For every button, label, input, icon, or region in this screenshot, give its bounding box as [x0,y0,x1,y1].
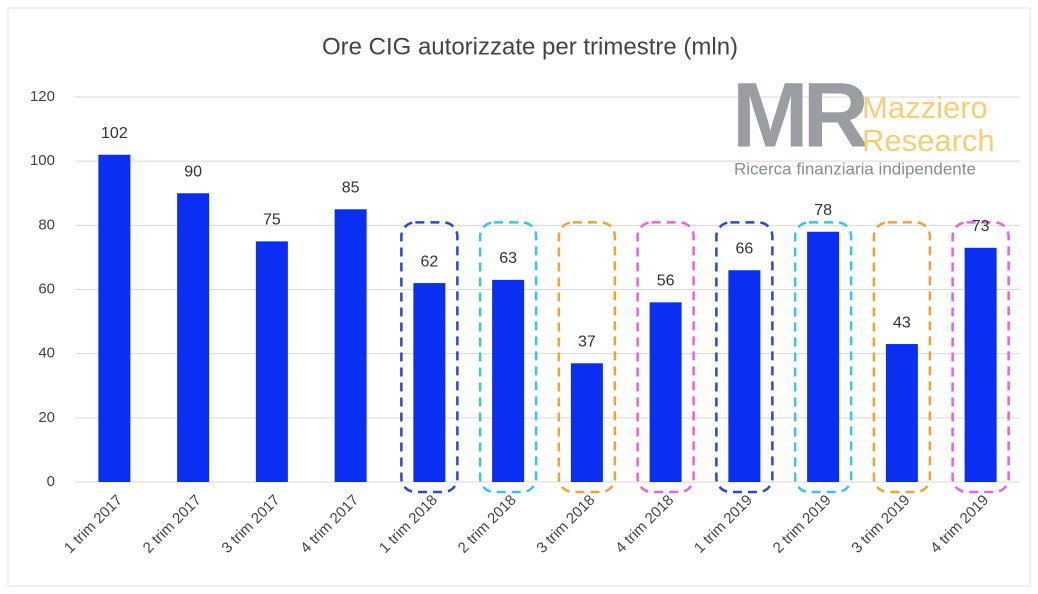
logo-name: Research [862,123,995,158]
y-tick-label: 100 [30,152,55,169]
logo-name: Mazziero [862,90,988,125]
highlight-box [557,221,617,494]
bar [492,279,525,482]
y-tick-label: 0 [47,473,55,490]
value-label: 85 [342,180,360,197]
highlight-box [715,221,774,494]
bar [885,344,918,482]
logo: MR Mazziero Research Ricerca finanziaria… [732,64,995,178]
bar [570,363,603,482]
highlight-box [636,221,695,494]
bar [413,283,446,482]
value-label: 66 [735,240,753,257]
chart-title: Ore CIG autorizzate per trimestre (mln) [322,33,738,60]
bar [255,241,288,482]
highlight-box [478,221,538,494]
value-label: 90 [184,163,202,180]
y-tick-label: 120 [30,88,55,105]
y-tick-label: 40 [38,345,55,362]
value-label: 63 [499,250,517,267]
bar [964,247,997,482]
highlight-box [872,221,932,494]
highlight-box [951,221,1010,494]
value-label: 78 [814,202,832,219]
value-label: 37 [578,334,596,351]
bar [98,154,131,482]
value-label: 73 [972,218,990,235]
value-label: 102 [101,125,128,142]
highlight-box [400,221,459,494]
bar [334,209,367,482]
highlight-box [793,221,853,494]
y-tick-label: 80 [38,216,55,233]
logo-mark: MR [732,64,868,166]
y-tick-label: 60 [38,280,55,297]
bar [807,231,840,482]
logo-tagline: Ricerca finanziaria indipendente [734,159,976,178]
bar [728,270,761,482]
value-label: 75 [263,212,281,229]
bar [177,193,210,482]
value-label: 43 [893,314,911,331]
value-label: 62 [420,253,438,270]
value-label: 56 [657,273,675,290]
y-tick-label: 20 [38,409,55,426]
bar [649,302,682,482]
